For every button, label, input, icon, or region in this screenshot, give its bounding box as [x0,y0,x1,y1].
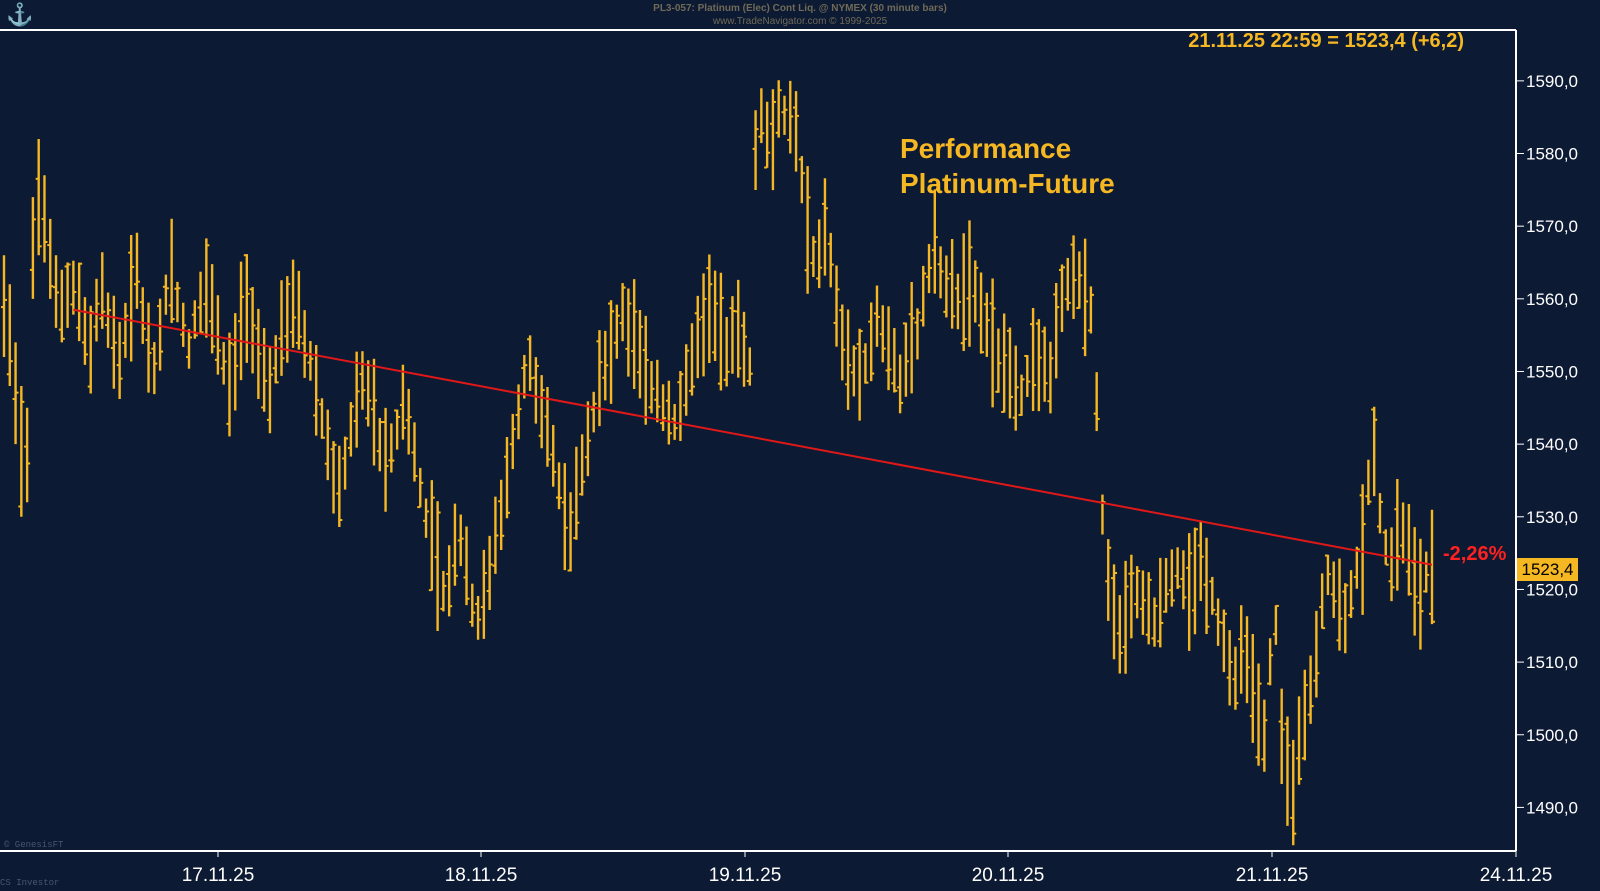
performance-label: -2,26% [1443,543,1507,565]
x-tick-label: 19.11.25 [709,865,782,886]
y-tick-label: 1580,0 [1526,145,1578,164]
vendor-label: CS Investor [0,878,60,888]
y-tick-label: 1560,0 [1526,290,1578,309]
last-price-tag: 1523,4 [1517,558,1578,581]
x-tick-label: 18.11.25 [445,865,518,886]
anchor-logo-icon[interactable]: ⚓ [6,2,34,27]
chart-annotation-line1: Performance [900,133,1072,164]
y-tick-label: 1570,0 [1526,217,1578,236]
x-tick-label: 17.11.25 [182,865,255,886]
y-tick-label: 1510,0 [1526,653,1578,672]
crosshair-readout: 21.11.25 22:59 = 1523,4 (+6,2) [1188,30,1464,52]
y-tick-label: 1490,0 [1526,798,1578,817]
x-tick-label: 24.11.25 [1480,865,1553,886]
trendline [73,308,1433,566]
y-tick-label: 1550,0 [1526,362,1578,381]
copyright-label: © GenesisFT [4,840,64,850]
chart-header-copyright: www.TradeNavigator.com © 1999-2025 [712,16,888,27]
y-tick-label: 1540,0 [1526,435,1578,454]
x-tick-label: 20.11.25 [972,865,1045,886]
x-tick-label: 21.11.25 [1236,865,1309,886]
y-tick-label: 1590,0 [1526,72,1578,91]
y-tick-label: 1530,0 [1526,508,1578,527]
chart-annotation-line2: Platinum-Future [900,168,1115,199]
chart-header-title: PL3-057: Platinum (Elec) Cont Liq. @ NYM… [653,3,947,14]
y-tick-label: 1500,0 [1526,726,1578,745]
y-tick-label: 1520,0 [1526,580,1578,599]
